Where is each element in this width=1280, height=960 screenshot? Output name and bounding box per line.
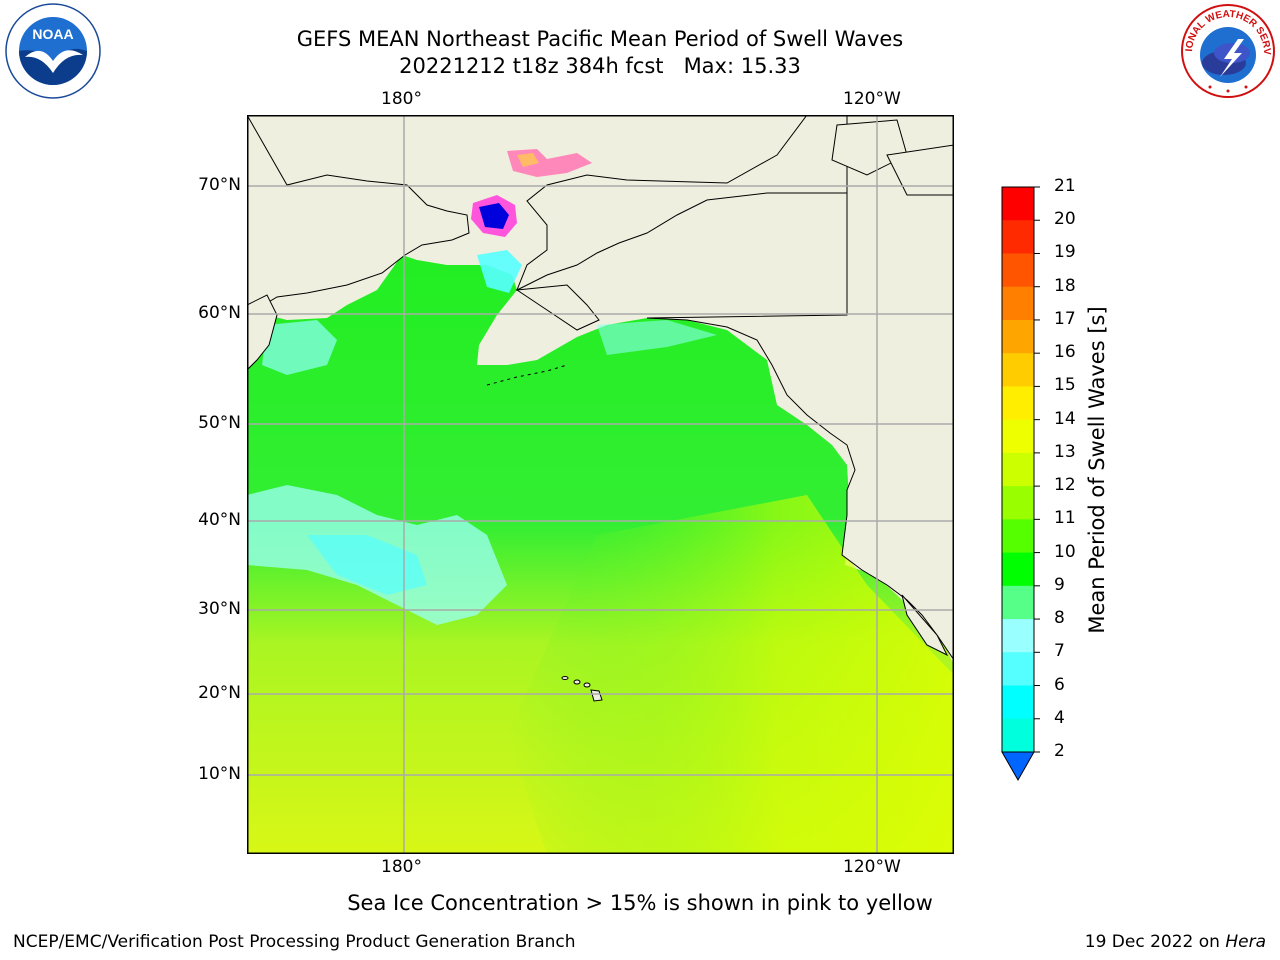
footer-credit: NCEP/EMC/Verification Post Processing Pr… [13, 932, 576, 952]
short-swell-patch [477, 250, 522, 293]
lon-label-top-120w: 120°W [843, 89, 901, 109]
colorbar-tick-label: 18 [1054, 275, 1076, 296]
sea-ice-edge [517, 153, 539, 167]
colorbar-title: Mean Period of Swell Waves [s] [1085, 306, 1109, 634]
lon-label-bottom-180: 180° [381, 857, 422, 877]
colorbar-tick-label: 20 [1054, 209, 1076, 230]
land-kenai [515, 284, 600, 331]
map-panel [247, 115, 954, 854]
hawaii-islands [561, 676, 603, 702]
colorbar-bin [1002, 486, 1034, 520]
chart-title: GEFS MEAN Northeast Pacific Mean Period … [296, 27, 904, 51]
warm-swell-region [507, 495, 954, 854]
short-swell-patch [597, 320, 717, 355]
colorbar-outline [1001, 186, 1035, 753]
colorbar-tick-label: 13 [1054, 441, 1076, 462]
short-swell-patch [307, 535, 427, 595]
lat-label-40n: 40°N [198, 510, 241, 530]
colorbar-bin [1002, 286, 1034, 321]
colorbar-tick-label: 10 [1054, 541, 1076, 562]
colorbar-bin [1002, 552, 1034, 587]
lat-label-50n: 50°N [198, 413, 241, 433]
colorbar-bin [1002, 619, 1034, 653]
short-swell-patch [262, 320, 337, 375]
footer-date: 19 Dec 2022 on Hera [1085, 932, 1266, 952]
colorbar-bin [1002, 187, 1034, 221]
land-russia [247, 115, 470, 316]
lon-label-top-180: 180° [381, 89, 422, 109]
colorbar-bin [1002, 718, 1034, 753]
colorbar-tick-label: 19 [1054, 242, 1076, 263]
colorbar-bin [1002, 353, 1034, 387]
lon-label-bottom-120w: 120°W [843, 857, 901, 877]
graticule [247, 115, 954, 854]
colorbar-bin [1002, 220, 1034, 254]
noaa-logo-text: NOAA [32, 26, 73, 42]
chart-subtitle: 20221212 t18z 384h fcst Max: 15.33 [399, 54, 801, 78]
lat-label-20n: 20°N [198, 683, 241, 703]
lat-label-30n: 30°N [198, 599, 241, 619]
footer-host: Hera [1225, 932, 1266, 952]
land-arctic-island [886, 144, 954, 196]
colorbar-tick-label: 16 [1054, 342, 1076, 363]
colorbar-tick-label: 2 [1054, 741, 1065, 761]
colorbar-tick-label: 9 [1054, 574, 1065, 595]
colorbar-bin [1002, 685, 1034, 720]
colorbar-tick-label: 11 [1054, 508, 1076, 529]
colorbar-tick-label: 17 [1054, 308, 1076, 329]
colorbar-bin [1002, 652, 1034, 687]
colorbar-tick-label: 12 [1054, 475, 1076, 496]
nws-logo: NATIONAL WEATHER SERVICE [1180, 3, 1275, 98]
sea-ice-note: Sea Ice Concentration > 15% is shown in … [347, 891, 933, 915]
colorbar-tick-label: 4 [1054, 707, 1065, 728]
colorbar [1001, 186, 1040, 782]
land-arctic-island [831, 119, 908, 176]
colorbar-tick-label: 15 [1054, 375, 1076, 396]
colorbar-tick-label: 8 [1054, 608, 1065, 629]
colorbar-tick-label: 21 [1054, 176, 1076, 196]
map-frame [247, 115, 954, 854]
sea-ice-core [479, 203, 509, 229]
lat-label-70n: 70°N [198, 175, 241, 195]
noaa-logo: NOAA [5, 3, 101, 99]
lat-label-10n: 10°N [198, 764, 241, 784]
colorbar-tick-label: 14 [1054, 408, 1076, 429]
colorbar-bin [1002, 452, 1034, 487]
colorbar-bin [1002, 519, 1034, 554]
footer-date-text: 19 Dec 2022 on [1084, 932, 1220, 952]
lat-label-60n: 60°N [198, 303, 241, 323]
colorbar-bin [1002, 419, 1034, 454]
aleutian-islands [486, 364, 568, 386]
colorbar-bin [1002, 319, 1034, 354]
colorbar-extend-triangle [1001, 751, 1035, 782]
colorbar-bin [1002, 386, 1034, 421]
colorbar-bin [1002, 253, 1034, 288]
colorbar-bin [1002, 585, 1034, 620]
colorbar-tick-label: 7 [1054, 641, 1065, 662]
colorbar-tick-label: 6 [1054, 674, 1065, 695]
